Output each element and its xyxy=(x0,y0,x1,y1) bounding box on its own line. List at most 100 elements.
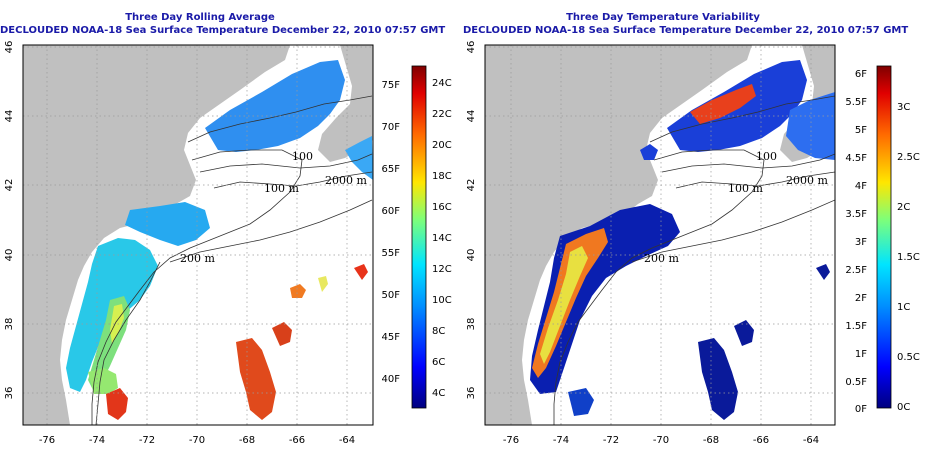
right-cbar-f-3.5: 3.5F xyxy=(845,209,867,220)
left-lon-tick-72: -72 xyxy=(139,435,155,446)
right-lon-tick-70: -70 xyxy=(653,435,669,446)
right-cbar-f-6: 6F xyxy=(855,69,867,80)
right-lon-tick-74: -74 xyxy=(553,435,569,446)
left-title-line2: DECLOUDED NOAA-18 Sea Surface Temperatur… xyxy=(0,25,446,36)
left-map-border xyxy=(22,44,374,426)
contour-label-200m: 200 m xyxy=(180,252,215,265)
right-contour-label-2000m: 2000 m xyxy=(786,174,828,187)
right-contour-label-200m: 200 m xyxy=(644,252,679,265)
left-lat-ticks: 46 44 42 40 38 36 xyxy=(4,41,15,400)
right-bathymetry xyxy=(553,95,835,425)
left-lat-tick-44: 44 xyxy=(4,110,15,123)
right-lat-tick-46: 46 xyxy=(466,41,477,54)
left-cbar-c-22: 22C xyxy=(432,109,452,120)
right-cbar-f-1: 1F xyxy=(855,349,867,360)
right-lat-tick-44: 44 xyxy=(466,110,477,123)
right-cbar-c-1.5: 1.5C xyxy=(897,252,920,263)
right-var-offshore-1 xyxy=(698,338,738,420)
right-cbar-f-1.5: 1.5F xyxy=(845,321,867,332)
left-lon-tick-76: -76 xyxy=(39,435,55,446)
left-cbar-c-20: 20C xyxy=(432,140,452,151)
right-lat-tick-42: 42 xyxy=(466,179,477,192)
right-cbar-c-2: 2C xyxy=(897,202,910,213)
right-cbar-c-0.5: 0.5C xyxy=(897,352,920,363)
left-cbar-f-50: 50F xyxy=(382,290,401,301)
right-map xyxy=(484,44,836,426)
left-cbar-c-14: 14C xyxy=(432,233,452,244)
left-cbar-f-60: 60F xyxy=(382,206,401,217)
right-contour-label-100: 100 xyxy=(756,150,777,163)
right-cbar-f-2: 2F xyxy=(855,293,867,304)
left-lon-tick-74: -74 xyxy=(89,435,105,446)
left-cbar-c-8: 8C xyxy=(432,326,445,337)
left-land-mainland xyxy=(23,45,290,425)
left-lat-tick-40: 40 xyxy=(4,249,15,262)
right-contour-label-100m: 100 m xyxy=(728,182,763,195)
left-lat-tick-42: 42 xyxy=(4,179,15,192)
left-cbar-f-65: 65F xyxy=(382,164,401,175)
right-colorbar-ramp xyxy=(876,65,892,409)
right-title-line1: Three Day Temperature Variability xyxy=(566,12,760,23)
left-cbar-c-16: 16C xyxy=(432,202,452,213)
right-cbar-c-3: 3C xyxy=(897,102,910,113)
left-sst-eddy-4 xyxy=(290,284,306,298)
left-contour-labels: 100 2000 m 100 m 200 m xyxy=(180,150,367,265)
right-lon-tick-64: -64 xyxy=(803,435,819,446)
right-title-line2: DECLOUDED NOAA-18 Sea Surface Temperatur… xyxy=(463,25,909,36)
left-cbar-c-24: 24C xyxy=(432,78,452,89)
left-cbar-f-75: 75F xyxy=(382,80,401,91)
left-sst-scotian-shelf xyxy=(345,136,373,180)
left-lon-tick-64: -64 xyxy=(339,435,355,446)
right-land-mainland xyxy=(485,45,752,425)
right-colorbar-c-labels: 3C 2.5C 2C 1.5C 1C 0.5C 0C xyxy=(897,102,920,413)
right-lat-tick-40: 40 xyxy=(466,249,477,262)
right-gridlines xyxy=(485,45,835,425)
contour-label-100m: 100 m xyxy=(264,182,299,195)
right-cbar-f-0: 0F xyxy=(855,404,867,415)
left-map xyxy=(22,44,374,426)
right-map-border xyxy=(484,44,836,426)
left-lat-tick-36: 36 xyxy=(4,387,15,400)
right-var-scotian xyxy=(786,92,835,160)
left-lon-tick-68: -68 xyxy=(239,435,255,446)
left-cbar-f-55: 55F xyxy=(382,248,401,259)
right-cbar-f-4: 4F xyxy=(855,181,867,192)
right-cbar-c-2.5: 2.5C xyxy=(897,152,920,163)
left-sst-long-island xyxy=(125,202,210,246)
right-lon-tick-72: -72 xyxy=(603,435,619,446)
left-colorbar-c-labels: 24C 22C 20C 18C 16C 14C 12C 10C 8C 6C 4C xyxy=(432,78,452,399)
left-cbar-c-10: 10C xyxy=(432,295,452,306)
right-var-hot-gulf xyxy=(690,84,756,124)
left-sst-eddy-3 xyxy=(272,322,292,346)
left-sst-gulf-of-maine xyxy=(205,60,345,152)
right-cbar-f-4.5: 4.5F xyxy=(845,153,867,164)
left-colorbar: 75F 70F 65F 60F 55F 50F 45F 40F 24C 22C … xyxy=(382,65,452,409)
right-lon-ticks: -76 -74 -72 -70 -68 -66 -64 xyxy=(503,435,819,446)
right-cbar-f-5: 5F xyxy=(855,125,867,136)
left-cbar-c-6: 6C xyxy=(432,357,445,368)
left-cbar-f-45: 45F xyxy=(382,332,401,343)
left-title-line1: Three Day Rolling Average xyxy=(125,12,275,23)
right-var-offshore-4 xyxy=(640,144,658,160)
right-lat-tick-38: 38 xyxy=(466,318,477,331)
right-var-south-eddy xyxy=(568,388,594,416)
left-cbar-f-70: 70F xyxy=(382,122,401,133)
contour-label-100: 100 xyxy=(292,150,313,163)
right-cbar-f-2.5: 2.5F xyxy=(845,265,867,276)
left-colorbar-ramp xyxy=(411,65,427,409)
left-sst-eddy-5 xyxy=(354,264,368,280)
left-bathymetry xyxy=(91,95,373,425)
left-lat-tick-38: 38 xyxy=(4,318,15,331)
left-lon-tick-66: -66 xyxy=(289,435,305,446)
right-contour-labels: 100 2000 m 100 m 200 m xyxy=(644,150,828,265)
right-lat-tick-36: 36 xyxy=(466,387,477,400)
left-lon-ticks: -76 -74 -72 -70 -68 -66 -64 xyxy=(39,435,355,446)
left-sst-yellow-core xyxy=(110,304,124,344)
left-sst-small-yellow xyxy=(318,276,328,292)
right-var-yellow-band xyxy=(540,246,588,364)
left-gridlines xyxy=(23,45,373,425)
left-lat-tick-46: 46 xyxy=(4,41,15,54)
right-lon-tick-68: -68 xyxy=(703,435,719,446)
left-land-nova-scotia xyxy=(318,45,373,162)
